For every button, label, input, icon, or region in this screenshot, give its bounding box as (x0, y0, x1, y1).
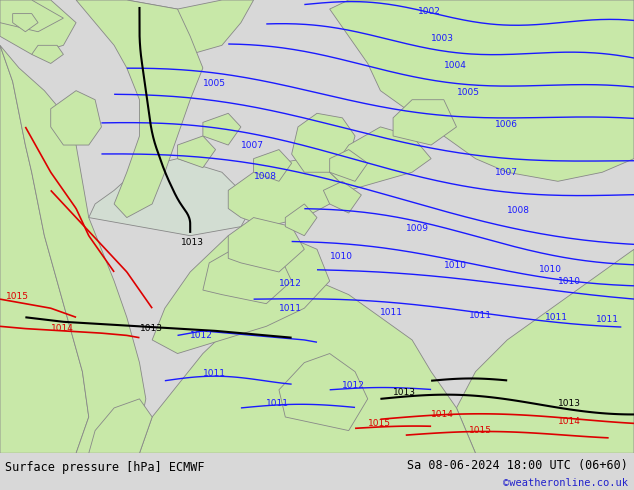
Text: 1011: 1011 (596, 315, 619, 324)
Polygon shape (292, 113, 355, 172)
Polygon shape (203, 245, 292, 304)
Polygon shape (127, 0, 254, 54)
Polygon shape (330, 149, 368, 181)
Polygon shape (139, 281, 476, 453)
Text: 1007: 1007 (241, 141, 264, 149)
Polygon shape (203, 113, 241, 145)
Text: 1008: 1008 (507, 206, 530, 215)
Text: 1013: 1013 (393, 388, 416, 396)
Text: 1008: 1008 (254, 172, 276, 181)
Text: 1012: 1012 (342, 381, 365, 390)
Polygon shape (89, 399, 152, 453)
Text: 1010: 1010 (539, 265, 562, 274)
Polygon shape (0, 0, 63, 32)
Polygon shape (0, 0, 76, 54)
Polygon shape (254, 149, 292, 181)
Text: 1013: 1013 (139, 324, 162, 333)
Text: 1006: 1006 (495, 120, 517, 129)
Text: 1014: 1014 (558, 417, 581, 426)
Text: 1005: 1005 (203, 79, 226, 88)
Polygon shape (323, 181, 361, 213)
Polygon shape (13, 14, 38, 32)
Text: 1015: 1015 (469, 426, 492, 435)
Text: 1010: 1010 (444, 261, 467, 270)
Polygon shape (76, 0, 203, 218)
Polygon shape (330, 0, 634, 181)
Polygon shape (152, 226, 330, 354)
Text: 1011: 1011 (203, 369, 226, 378)
Polygon shape (456, 249, 634, 453)
Polygon shape (0, 46, 89, 453)
Text: Surface pressure [hPa] ECMWF: Surface pressure [hPa] ECMWF (5, 461, 205, 474)
Text: 1015: 1015 (6, 293, 29, 301)
Text: 1012: 1012 (279, 279, 302, 288)
Text: 1007: 1007 (495, 168, 517, 177)
Text: 1011: 1011 (469, 311, 492, 319)
Text: Sa 08-06-2024 18:00 UTC (06+60): Sa 08-06-2024 18:00 UTC (06+60) (407, 459, 628, 471)
Text: 1010: 1010 (330, 251, 353, 261)
Text: 1015: 1015 (368, 419, 391, 428)
Text: 1014: 1014 (431, 410, 454, 419)
Polygon shape (285, 204, 317, 236)
Polygon shape (393, 100, 456, 145)
Text: 1014: 1014 (51, 324, 74, 333)
Text: 1010: 1010 (558, 276, 581, 286)
Polygon shape (228, 159, 349, 226)
Polygon shape (228, 218, 304, 272)
Text: 1003: 1003 (431, 34, 454, 43)
Text: 1011: 1011 (380, 308, 403, 317)
Polygon shape (89, 159, 254, 236)
Text: 1013: 1013 (558, 399, 581, 408)
Polygon shape (330, 127, 431, 190)
Polygon shape (279, 354, 368, 431)
Polygon shape (444, 0, 634, 100)
Text: 1002: 1002 (418, 7, 441, 16)
Text: ©weatheronline.co.uk: ©weatheronline.co.uk (503, 478, 628, 489)
Text: 1011: 1011 (279, 304, 302, 313)
Text: 1012: 1012 (190, 331, 213, 340)
Polygon shape (32, 46, 63, 63)
Text: 1013: 1013 (181, 238, 204, 247)
Text: 1009: 1009 (406, 224, 429, 233)
Polygon shape (0, 46, 146, 453)
Polygon shape (178, 136, 216, 168)
Text: 1011: 1011 (266, 399, 289, 408)
Text: 1011: 1011 (545, 313, 568, 322)
Polygon shape (51, 91, 101, 145)
Text: 1005: 1005 (456, 88, 479, 98)
Text: 1004: 1004 (444, 61, 467, 70)
